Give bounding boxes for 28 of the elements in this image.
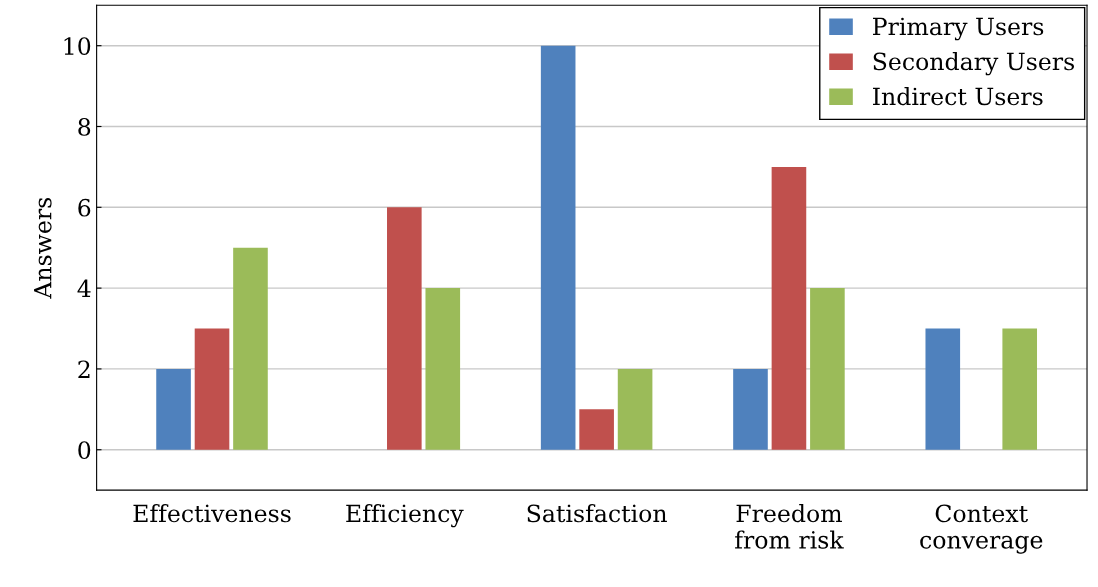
x-tick-label: Effectiveness xyxy=(133,504,291,523)
y-axis-title: Answers xyxy=(34,197,52,299)
bar xyxy=(540,45,576,450)
y-tick-label: 0 xyxy=(78,441,91,460)
bar xyxy=(194,328,230,450)
bar xyxy=(579,409,614,450)
bar xyxy=(810,288,845,450)
legend-label: Primary Users xyxy=(873,17,1044,41)
bar xyxy=(387,207,422,450)
bar xyxy=(425,288,461,450)
bar xyxy=(771,166,807,450)
y-tick-label: 4 xyxy=(77,279,91,298)
bar xyxy=(925,328,961,450)
bar xyxy=(233,247,268,450)
bar xyxy=(156,368,191,450)
x-tick-label: Satisfaction xyxy=(527,504,667,523)
x-tick-label: Efficiency xyxy=(346,504,464,528)
y-tick-label: 6 xyxy=(78,198,91,217)
x-tick-label: Freedom from risk xyxy=(735,504,844,549)
x-tick-label: Context converage xyxy=(920,504,1043,554)
bar xyxy=(733,368,768,450)
y-tick-label: 2 xyxy=(78,360,90,378)
y-tick-label: 8 xyxy=(78,117,91,136)
y-tick-label: 10 xyxy=(64,37,91,55)
bar xyxy=(617,368,653,450)
legend-label: Indirect Users xyxy=(873,87,1043,106)
bar xyxy=(1002,328,1038,450)
legend-label: Secondary Users xyxy=(873,52,1074,76)
